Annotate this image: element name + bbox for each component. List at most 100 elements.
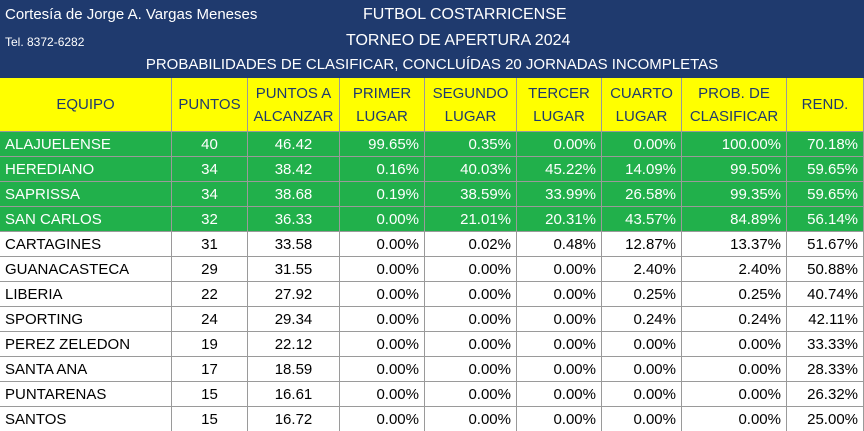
- header-line: LUGAR: [356, 107, 408, 125]
- value-cell: 0.00%: [517, 132, 602, 157]
- value-cell: 0.35%: [425, 132, 517, 157]
- value-cell: 0.00%: [340, 332, 425, 357]
- value-cell: 99.65%: [340, 132, 425, 157]
- header-line: PRIMER: [352, 84, 412, 102]
- value-cell: 24: [172, 307, 248, 332]
- column-header: CUARTO LUGAR: [602, 78, 682, 132]
- value-cell: 2.40%: [602, 257, 682, 282]
- value-cell: 40.74%: [787, 282, 864, 307]
- value-cell: 0.00%: [602, 407, 682, 431]
- value-cell: 38.42: [248, 157, 340, 182]
- header-line: LUGAR: [615, 107, 668, 125]
- column-header: EQUIPO: [0, 78, 172, 132]
- value-cell: 0.00%: [340, 282, 425, 307]
- value-cell: 0.00%: [682, 382, 787, 407]
- value-cell: 40: [172, 132, 248, 157]
- header-line: PUNTOS A: [255, 84, 332, 102]
- value-cell: 14.09%: [602, 157, 682, 182]
- value-cell: 0.00%: [340, 357, 425, 382]
- header-line: LUGAR: [533, 107, 585, 125]
- value-cell: 40.03%: [425, 157, 517, 182]
- value-cell: 28.33%: [787, 357, 864, 382]
- value-cell: 2.40%: [682, 257, 787, 282]
- team-cell: PUNTARENAS: [0, 382, 172, 407]
- value-cell: 26.32%: [787, 382, 864, 407]
- column-header: PRIMER LUGAR: [340, 78, 425, 132]
- value-cell: 0.16%: [340, 157, 425, 182]
- value-cell: 0.00%: [517, 282, 602, 307]
- value-cell: 0.00%: [602, 132, 682, 157]
- team-cell: LIBERIA: [0, 282, 172, 307]
- header-line: LUGAR: [444, 107, 497, 125]
- value-cell: 0.48%: [517, 232, 602, 257]
- value-cell: 0.02%: [425, 232, 517, 257]
- value-cell: 0.00%: [602, 382, 682, 407]
- team-cell: GUANACASTECA: [0, 257, 172, 282]
- header-line: TERCER: [528, 84, 590, 102]
- value-cell: 0.00%: [425, 382, 517, 407]
- header-line: EQUIPO: [56, 96, 115, 113]
- value-cell: 16.61: [248, 382, 340, 407]
- value-cell: 0.00%: [517, 382, 602, 407]
- header-line: SEGUNDO: [432, 84, 509, 102]
- value-cell: 99.50%: [682, 157, 787, 182]
- phone: Tel. 8372-6282: [5, 35, 85, 49]
- value-cell: 16.72: [248, 407, 340, 431]
- credit: Cortesía de Jorge A. Vargas Meneses: [5, 6, 258, 23]
- value-cell: 22.12: [248, 332, 340, 357]
- value-cell: 56.14%: [787, 207, 864, 232]
- value-cell: 15: [172, 382, 248, 407]
- value-cell: 0.00%: [425, 307, 517, 332]
- value-cell: 33.58: [248, 232, 340, 257]
- value-cell: 33.33%: [787, 332, 864, 357]
- value-cell: 0.00%: [682, 357, 787, 382]
- value-cell: 29: [172, 257, 248, 282]
- value-cell: 36.33: [248, 207, 340, 232]
- value-cell: 0.00%: [340, 257, 425, 282]
- value-cell: 0.00%: [340, 382, 425, 407]
- value-cell: 18.59: [248, 357, 340, 382]
- column-header: PROB. DE CLASIFICAR: [682, 78, 787, 132]
- value-cell: 0.00%: [340, 232, 425, 257]
- title: FUTBOL COSTARRICENSE: [363, 6, 567, 23]
- column-header: REND.: [787, 78, 864, 132]
- value-cell: 42.11%: [787, 307, 864, 332]
- value-cell: 45.22%: [517, 157, 602, 182]
- value-cell: 0.25%: [602, 282, 682, 307]
- value-cell: 38.59%: [425, 182, 517, 207]
- value-cell: 46.42: [248, 132, 340, 157]
- column-header: PUNTOS A ALCANZAR: [248, 78, 340, 132]
- value-cell: 0.00%: [517, 257, 602, 282]
- value-cell: 0.00%: [682, 332, 787, 357]
- value-cell: 15: [172, 407, 248, 431]
- value-cell: 43.57%: [602, 207, 682, 232]
- column-header: PUNTOS: [172, 78, 248, 132]
- value-cell: 0.00%: [340, 307, 425, 332]
- value-cell: 12.87%: [602, 232, 682, 257]
- value-cell: 59.65%: [787, 157, 864, 182]
- header-line: CUARTO: [610, 84, 673, 102]
- value-cell: 70.18%: [787, 132, 864, 157]
- header-line: CLASIFICAR: [689, 107, 779, 125]
- header-line: PUNTOS: [178, 96, 241, 113]
- value-cell: 20.31%: [517, 207, 602, 232]
- team-cell: SANTA ANA: [0, 357, 172, 382]
- team-cell: SANTOS: [0, 407, 172, 431]
- value-cell: 25.00%: [787, 407, 864, 431]
- value-cell: 0.00%: [517, 332, 602, 357]
- caption: PROBABILIDADES DE CLASIFICAR, CONCLUÍDAS…: [145, 56, 719, 73]
- value-cell: 0.00%: [425, 332, 517, 357]
- value-cell: 29.34: [248, 307, 340, 332]
- value-cell: 0.00%: [340, 207, 425, 232]
- team-cell: SPORTING: [0, 307, 172, 332]
- value-cell: 51.67%: [787, 232, 864, 257]
- value-cell: 19: [172, 332, 248, 357]
- team-cell: SAPRISSA: [0, 182, 172, 207]
- value-cell: 38.68: [248, 182, 340, 207]
- column-header: SEGUNDO LUGAR: [425, 78, 517, 132]
- value-cell: 34: [172, 157, 248, 182]
- value-cell: 0.00%: [682, 407, 787, 431]
- value-cell: 0.00%: [425, 257, 517, 282]
- value-cell: 0.00%: [517, 407, 602, 431]
